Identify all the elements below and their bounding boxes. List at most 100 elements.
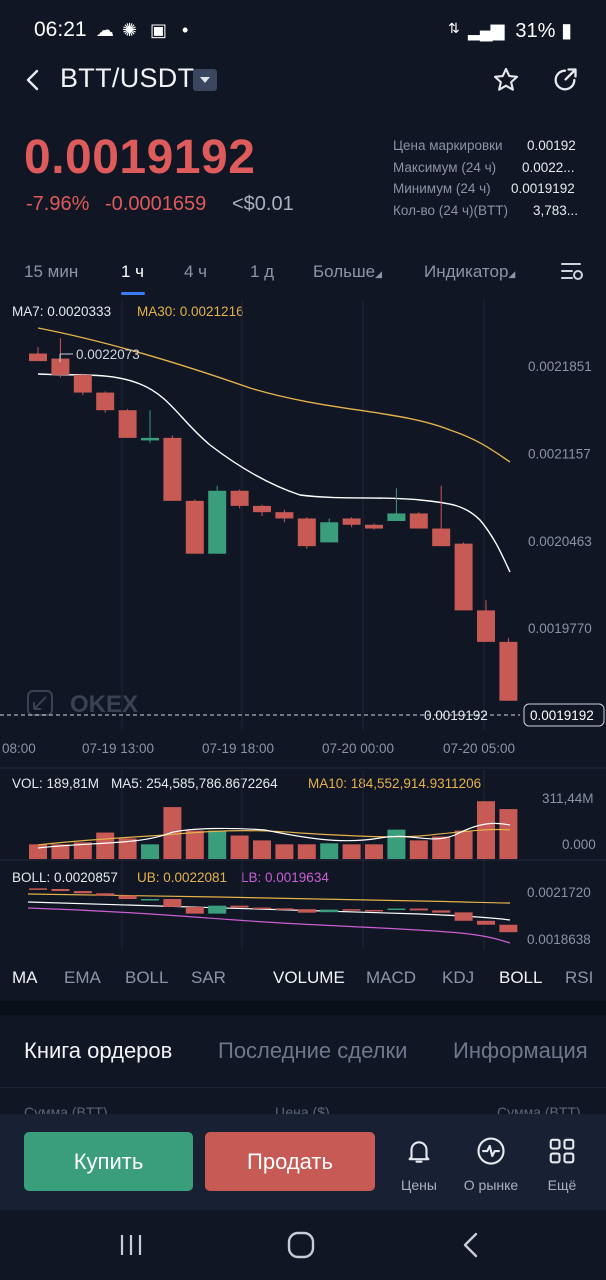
image-icon: ▣ [150,20,168,40]
ind-ma[interactable]: MA [12,968,38,987]
ind-macd[interactable]: MACD [366,968,417,987]
candle [118,408,137,438]
pair-title[interactable]: BTT/USDT [60,63,195,93]
sell-button[interactable]: Продать [205,1132,375,1191]
share-icon[interactable] [551,66,579,94]
ind-kdj[interactable]: KDJ [442,968,475,987]
more-button[interactable]: Ещё [532,1136,592,1193]
vol-ma5-line [37,822,511,849]
boll-lb-legend: LB: 0.0019634 [241,870,329,885]
volume-bar [342,844,361,859]
status-bar: 06:21 ☁ ✺ ▣ • ⇅ ▂▄▆ 31% ▮ [0,0,606,60]
boll-candle [342,909,361,911]
stat-volume-value: 3,783... [533,203,579,218]
volume-bar [275,844,294,859]
candle [185,499,204,554]
boll-candle [73,891,92,894]
boll-candle [409,908,428,911]
tab-more[interactable]: Больше◢ [313,262,383,281]
ind-ema[interactable]: EMA [64,968,101,987]
tab-recent-trades[interactable]: Последние сделки [218,1038,408,1063]
chart-canvas: OKEX 0.0021851 0.0021157 0.0020463 0.001977… [0,300,606,950]
prices-label: Цены [401,1177,437,1193]
battery-level: 31% ▮ [515,20,572,42]
pair-dropdown-icon[interactable] [193,69,217,91]
ind-boll-sub[interactable]: BOLL [499,968,543,987]
boll-candle [320,909,339,913]
boll-candle [230,905,249,908]
boll-candle [297,909,316,913]
candle [29,347,47,362]
boll-lb-line [27,907,511,944]
tab-4h[interactable]: 4 ч [184,262,208,281]
boll-candle [365,909,383,912]
tab-15min[interactable]: 15 мин [24,262,79,281]
stat-high-label: Максимум (24 ч) [393,160,497,175]
ind-volume[interactable]: VOLUME [273,968,345,987]
volume-bar [409,840,428,859]
more-label: Ещё [547,1177,577,1193]
change-absolute: -0.0001659 [105,193,207,215]
chart-settings-icon[interactable] [560,260,586,284]
ma30-line [37,327,511,463]
svg-text:311,44M: 311,44M [542,791,594,806]
ind-boll-main[interactable]: BOLL [125,968,169,987]
stat-volume-label: Кол-во (24 ч)(BTT) [393,203,509,218]
boll-candle [253,907,271,910]
tab-1h[interactable]: 1 ч [121,262,145,281]
candle [96,391,115,413]
tab-info[interactable]: Информация [453,1038,588,1063]
candle [387,488,406,521]
price-chart[interactable]: MA7: 0.0020333 MA30: 0.0021216 VOL: 189,… [0,300,606,970]
tab-1d[interactable]: 1 д [250,262,275,281]
prices-button[interactable]: Цены [389,1136,449,1193]
boll-candle [29,888,47,890]
volume-bar [499,809,518,859]
back-nav-icon[interactable] [460,1231,482,1259]
back-icon[interactable] [22,68,46,92]
ind-sar[interactable]: SAR [191,968,226,987]
last-price: 0.0019192 [24,131,256,184]
candle [73,373,92,396]
boll-legend: BOLL: 0.0020857 [12,870,118,885]
boll-candle [454,912,473,921]
stat-mark-price-label: Цена маркировки [393,138,503,153]
volume-bar [365,844,383,859]
signal-icon: ▂▄▆ [468,20,504,40]
stat-low-value: 0.0019192 [511,181,575,196]
bell-icon [408,1141,430,1163]
y-tick-label: 0.0021157 [528,446,591,461]
boll-candle [163,898,182,907]
stat-high-value: 0.0022... [522,160,575,175]
svg-text:OKEX: OKEX [70,691,138,718]
tab-indicator[interactable]: Индикатор◢ [424,262,516,281]
last-price-badge [523,703,605,727]
volume-bar [185,830,204,859]
tab-order-book[interactable]: Книга ордеров [24,1038,173,1063]
x-tick-label: 08:00 [2,741,36,756]
home-icon[interactable] [287,1231,315,1259]
tab-divider [0,1087,606,1088]
favorite-star-icon[interactable] [492,66,520,94]
boll-candle [208,905,227,914]
ind-rsi[interactable]: RSI [565,968,594,987]
volume-bar [454,830,473,859]
volume-bar [320,843,339,859]
vol-legend: VOL: 189,81M [12,776,100,791]
boll-candle [275,908,294,910]
candle [432,485,451,547]
market-button[interactable]: О рынке [461,1136,521,1193]
buy-button[interactable]: Купить [24,1132,193,1191]
okex-watermark: OKEX [27,690,138,718]
y-tick-label: 0.0021851 [528,359,592,374]
boll-candle [96,893,115,896]
volume-bar [432,836,451,859]
svg-text:0.000: 0.000 [562,837,596,852]
active-tab-underline [121,292,145,295]
boll-candle [118,895,137,899]
section-divider [0,1001,606,1015]
recent-apps-icon[interactable] [118,1232,144,1258]
volume-bar [118,838,137,859]
candle [477,600,495,642]
boll-candle [51,888,70,892]
